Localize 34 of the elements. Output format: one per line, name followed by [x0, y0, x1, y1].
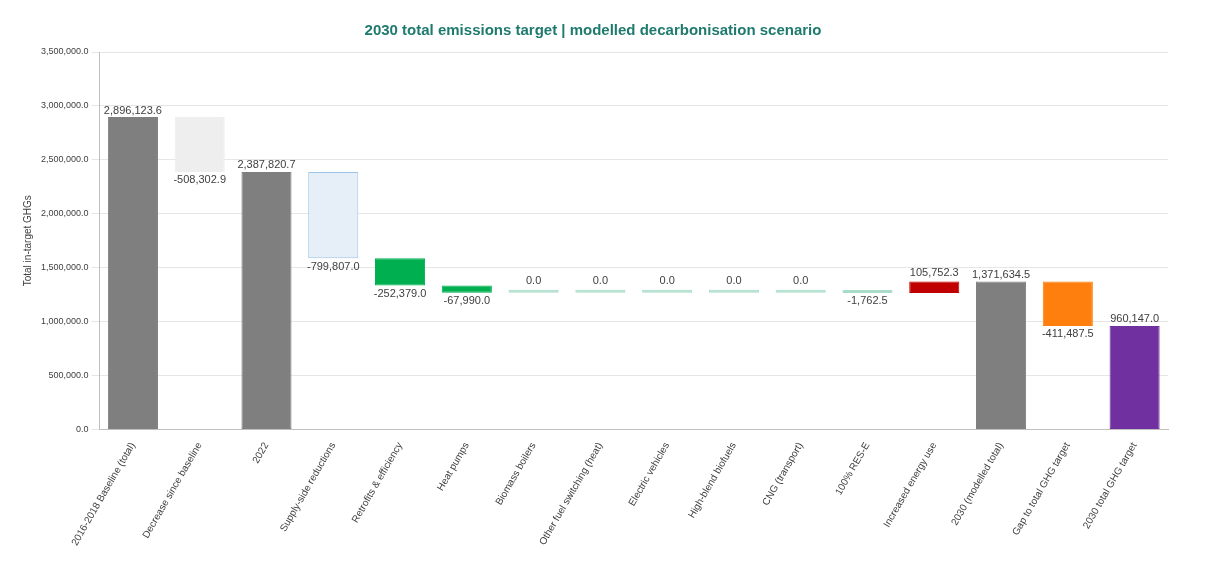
data-label: 1,371,634.5 — [971, 268, 1031, 281]
y-tick-label: 0.0 — [76, 423, 89, 434]
data-label: 105,752.3 — [909, 266, 959, 279]
data-label: -252,379.0 — [373, 286, 427, 299]
data-label: 960,147.0 — [1110, 312, 1160, 325]
bar — [107, 117, 158, 429]
chart-title: 2030 total emissions target | modelled decarbonisation scenario — [364, 21, 822, 39]
y-tick-label: 1,500,000.0 — [41, 262, 89, 273]
data-label: 2,896,123.6 — [103, 103, 162, 116]
data-label: -799,807.0 — [306, 259, 360, 272]
data-label: -411,487.5 — [1041, 327, 1094, 340]
y-tick-label: 3,500,000.0 — [41, 46, 89, 57]
y-tick-label: 3,000,000.0 — [41, 100, 89, 111]
data-label: 2,387,820.7 — [237, 158, 296, 171]
data-label: 0.0 — [793, 274, 809, 287]
data-label: -508,302.9 — [173, 173, 227, 186]
data-label: 0.0 — [726, 274, 742, 287]
bar — [909, 281, 960, 293]
bar — [976, 281, 1027, 429]
bar — [1042, 281, 1093, 326]
data-label: -67,990.0 — [443, 294, 491, 307]
bar — [375, 258, 426, 286]
bar — [241, 171, 292, 429]
y-tick-label: 1,000,000.0 — [41, 316, 89, 327]
data-label: -1,762.5 — [847, 294, 888, 307]
y-axis-title: Total in-target GHGs — [21, 195, 33, 287]
bar — [1109, 325, 1160, 429]
data-label: 0.0 — [525, 274, 542, 287]
data-label: 0.0 — [592, 274, 609, 287]
data-label: 0.0 — [659, 274, 675, 287]
y-tick-label: 2,500,000.0 — [41, 154, 89, 165]
y-tick-label: 2,000,000.0 — [41, 208, 89, 219]
y-tick-label: 500,000.0 — [48, 369, 89, 380]
bar — [441, 285, 492, 293]
